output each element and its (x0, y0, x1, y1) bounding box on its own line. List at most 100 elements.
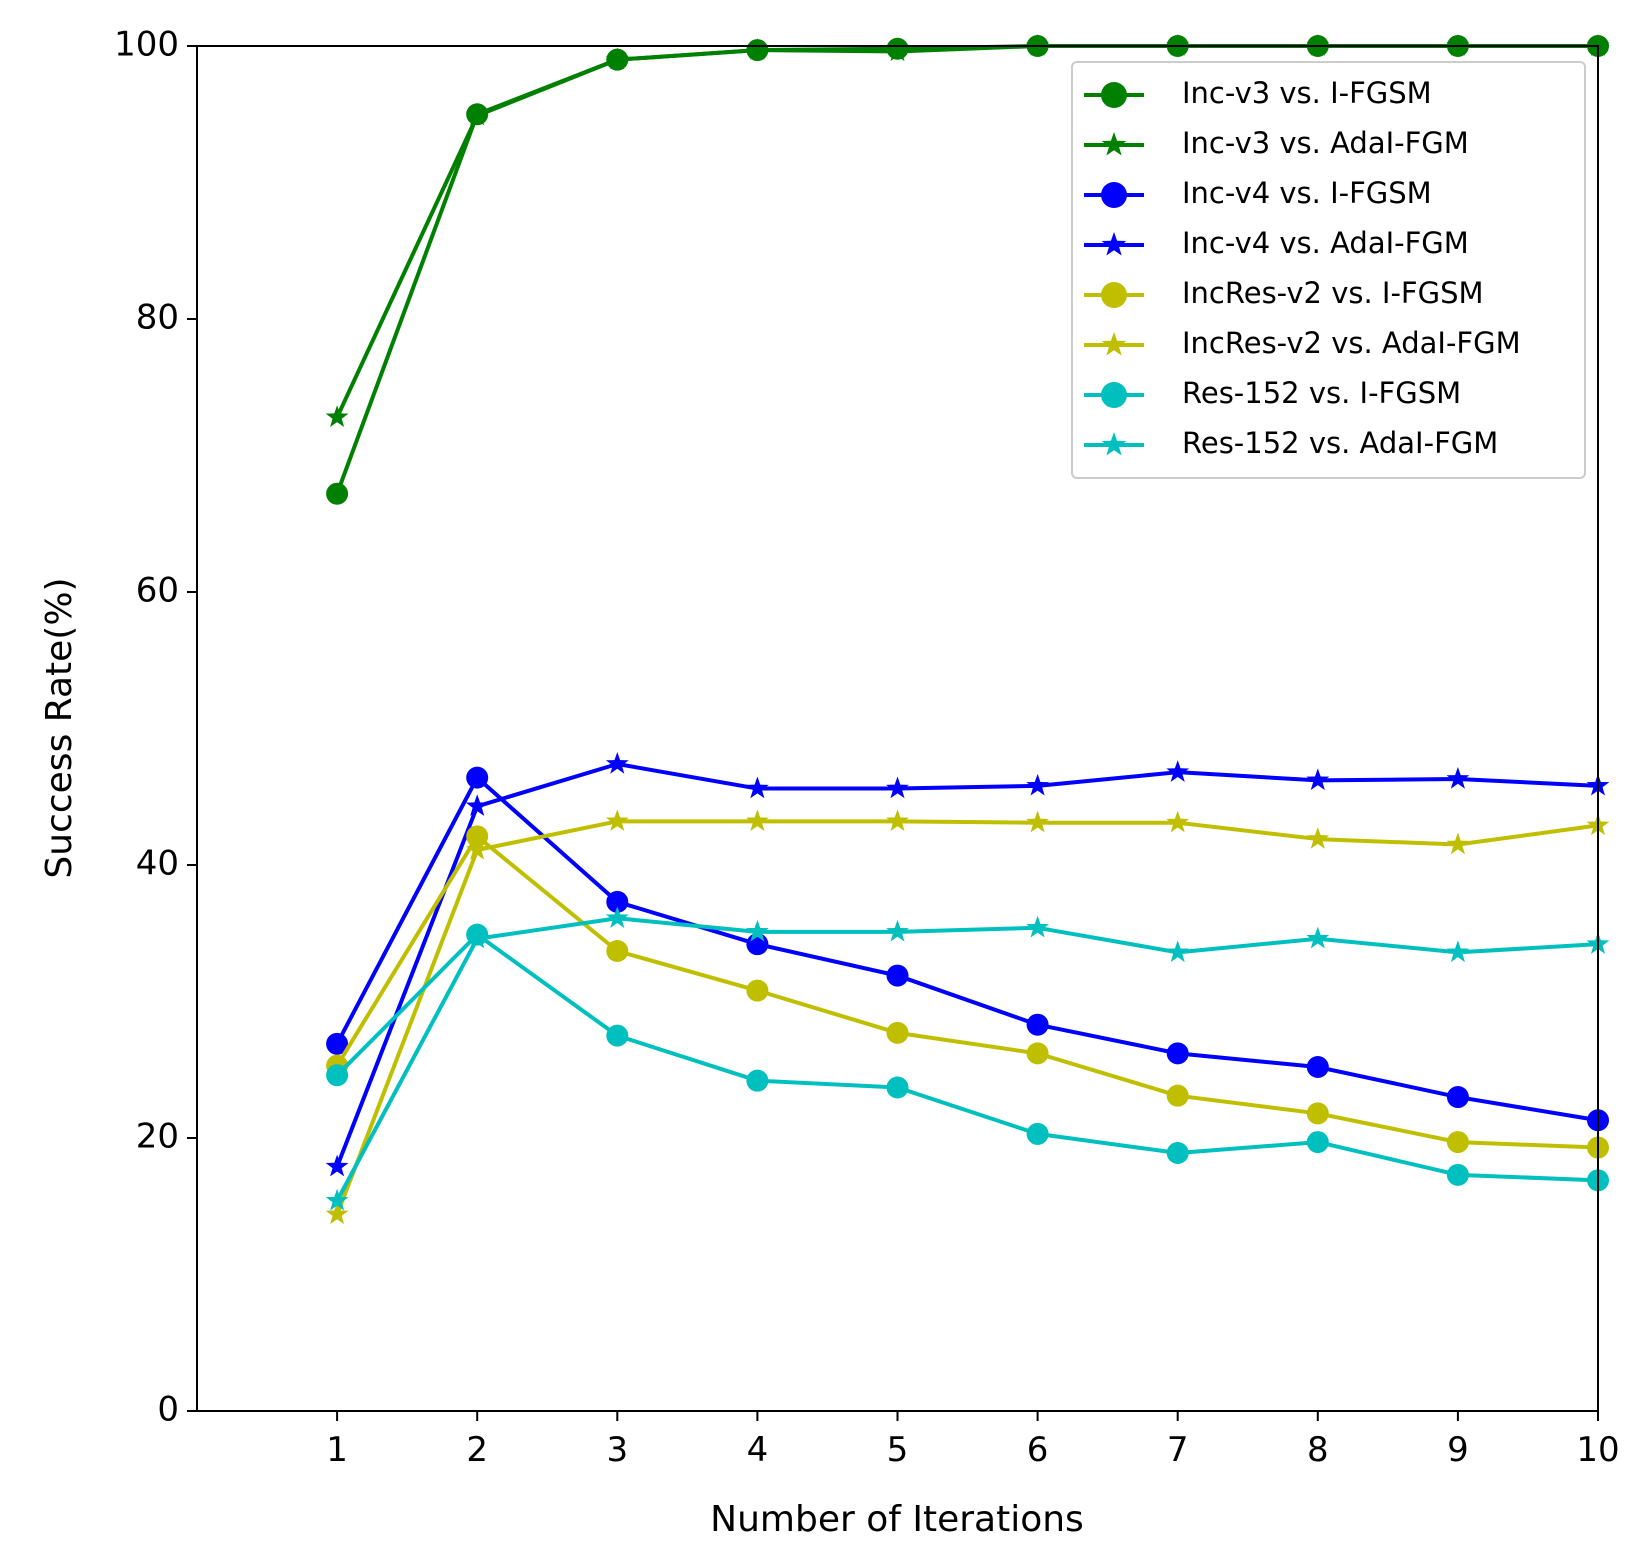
data-point (605, 47, 629, 70)
data-point (886, 776, 909, 799)
x-tick-label: 2 (466, 1430, 488, 1470)
x-tick-label: 8 (1307, 1430, 1329, 1470)
data-point (1446, 767, 1470, 789)
legend-label: Inc-v4 vs. I-FGSM (1182, 176, 1432, 210)
series-inc-v4-vs-i-fgsm (326, 766, 1609, 1132)
data-point (746, 979, 769, 1002)
legend-marker (1101, 382, 1127, 408)
y-tick-label: 40 (136, 844, 179, 884)
legend-item: Inc-v4 vs. AdaI-FGM (1084, 226, 1469, 260)
legend-item: Inc-v4 vs. I-FGSM (1084, 176, 1432, 210)
data-point (745, 38, 769, 60)
data-point (886, 1076, 909, 1099)
data-point (326, 1064, 349, 1087)
data-point (745, 919, 769, 942)
data-point (1166, 810, 1190, 833)
x-tick-label: 1 (326, 1430, 348, 1470)
data-point (1446, 1163, 1469, 1186)
data-point (465, 926, 489, 949)
data-point (325, 1154, 349, 1177)
data-point (745, 809, 769, 832)
y-tick-label: 0 (157, 1390, 179, 1430)
x-tick-label: 9 (1447, 1430, 1469, 1470)
data-point (1026, 915, 1050, 938)
series-line (335, 761, 1599, 1168)
series-line (335, 819, 1599, 1216)
legend-item: Res-152 vs. I-FGSM (1084, 376, 1461, 410)
y-tick-label: 60 (136, 571, 179, 611)
data-point (1166, 1084, 1189, 1107)
data-point (1446, 1131, 1469, 1154)
legend-marker (1101, 332, 1127, 356)
data-point (1306, 34, 1330, 56)
x-tick-label: 6 (1027, 1430, 1049, 1470)
data-point (1446, 1086, 1469, 1109)
data-point (886, 919, 909, 942)
data-point (605, 906, 629, 928)
legend-label: IncRes-v2 vs. AdaI-FGM (1182, 326, 1521, 360)
data-point (1166, 34, 1190, 56)
data-point (886, 1021, 909, 1044)
data-point (1026, 1122, 1049, 1145)
data-point (1026, 1013, 1049, 1036)
legend-marker (1101, 282, 1127, 308)
y-tick-label: 100 (114, 25, 179, 65)
data-point (325, 1202, 349, 1225)
legend-marker (1101, 132, 1127, 156)
data-point (1166, 1142, 1189, 1165)
legend-label: Res-152 vs. I-FGSM (1182, 376, 1461, 410)
data-point (1306, 926, 1330, 949)
data-point (606, 1024, 629, 1047)
data-point (606, 890, 629, 913)
legend-item: IncRes-v2 vs. AdaI-FGM (1084, 326, 1521, 360)
data-point (745, 776, 769, 799)
legend-label: IncRes-v2 vs. I-FGSM (1182, 276, 1484, 310)
legend-item: Res-152 vs. AdaI-FGM (1084, 426, 1498, 460)
data-point (325, 1188, 349, 1211)
data-point (886, 809, 909, 832)
data-point (1586, 34, 1610, 56)
series-line (335, 834, 1599, 1150)
data-point (325, 405, 349, 427)
data-point (605, 809, 629, 832)
data-point (1166, 940, 1190, 963)
legend-label: Inc-v3 vs. AdaI-FGM (1182, 126, 1469, 160)
legend-marker (1101, 182, 1127, 208)
data-point (465, 794, 489, 817)
data-point (1026, 1042, 1049, 1065)
legend-label: Res-152 vs. AdaI-FGM (1182, 426, 1498, 460)
x-axis-label: Number of Iterations (710, 1499, 1084, 1540)
data-point (326, 482, 349, 505)
data-point (465, 837, 489, 860)
series-res-152-vs-i-fgsm (326, 923, 1609, 1192)
data-point (1446, 940, 1470, 963)
series-line (335, 775, 1599, 1123)
legend-item: Inc-v3 vs. AdaI-FGM (1084, 126, 1469, 160)
data-point (1446, 832, 1470, 855)
legend-item: Inc-v3 vs. I-FGSM (1084, 76, 1432, 110)
data-point (1166, 1042, 1189, 1065)
data-point (1026, 34, 1050, 56)
legend-label: Inc-v4 vs. AdaI-FGM (1182, 226, 1469, 260)
legend: Inc-v3 vs. I-FGSM Inc-v3 vs. AdaI-FGM Inc-… (1071, 61, 1586, 479)
legend-box (1071, 61, 1586, 479)
x-tick-label: 7 (1167, 1430, 1189, 1470)
data-point (1306, 1102, 1329, 1125)
data-point (1446, 34, 1470, 56)
x-tick-label: 3 (606, 1430, 628, 1470)
data-point (1026, 810, 1050, 833)
legend-label: Inc-v3 vs. I-FGSM (1182, 76, 1432, 110)
series-line (335, 916, 1599, 1202)
x-tick-label: 5 (887, 1430, 909, 1470)
data-point (886, 39, 909, 62)
data-point (605, 751, 629, 774)
data-point (465, 103, 489, 126)
data-point (606, 939, 629, 962)
y-axis-label: Success Rate(%) (39, 577, 80, 878)
legend-marker (1101, 82, 1127, 108)
y-tick-label: 20 (136, 1117, 179, 1157)
legend-marker (1101, 432, 1127, 456)
data-point (1026, 773, 1050, 796)
